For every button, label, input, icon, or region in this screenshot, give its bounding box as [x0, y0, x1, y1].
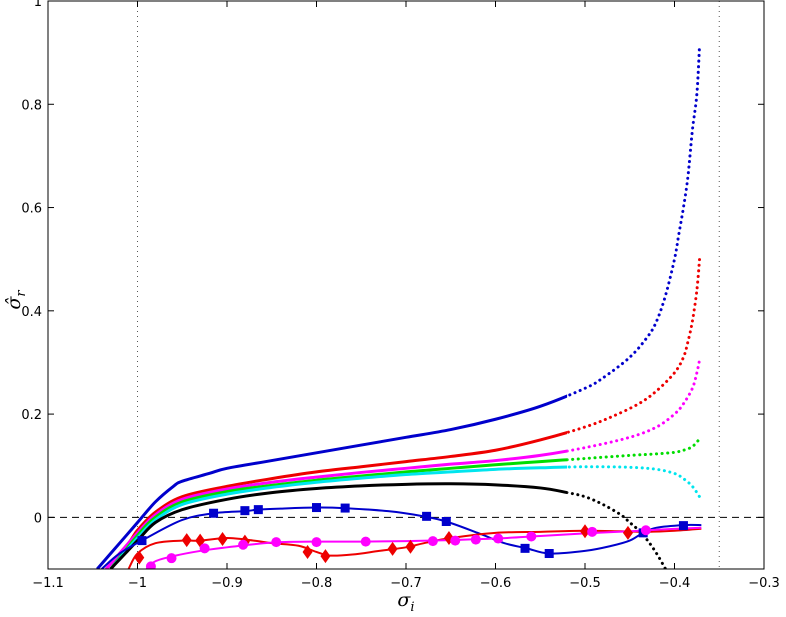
marker-square [253, 505, 263, 515]
y-tick-label: 1 [34, 0, 42, 10]
marker-diamond [622, 525, 633, 540]
x-axis-label: σi [397, 589, 414, 615]
series-5 [109, 482, 668, 569]
y-tick-label: 0.6 [21, 202, 42, 217]
x-tick-label: −0.6 [480, 576, 512, 591]
x-tick-label: −0.8 [301, 576, 333, 591]
marker-diamond [181, 533, 192, 548]
marker-square [520, 543, 530, 553]
x-tick-label: −0.3 [748, 576, 780, 591]
series-line-2 [105, 449, 568, 569]
marker-circle [640, 525, 651, 536]
marker-circle [587, 526, 598, 537]
marker-circle [450, 535, 461, 546]
series-1 [105, 257, 702, 569]
series-line-4 [109, 465, 568, 569]
marker-square [312, 503, 321, 513]
marker-square [441, 516, 451, 526]
marker-circle [470, 534, 481, 545]
marker-square [422, 511, 432, 521]
x-tick-label: −1 [128, 576, 147, 591]
marker-square [209, 508, 219, 518]
marker-circle [271, 537, 282, 548]
series-line-5 [109, 482, 568, 569]
series-2 [105, 358, 702, 569]
marker-diamond [580, 524, 590, 539]
series-3 [109, 437, 702, 569]
marker-square [137, 536, 147, 546]
y-tick-label: 0 [34, 511, 42, 526]
marker-diamond [302, 544, 313, 559]
marker-circle [493, 533, 504, 544]
series-line-1 [105, 430, 568, 569]
y-tick-label: 0.2 [21, 408, 42, 423]
marker-diamond [320, 549, 331, 564]
series-dotted-tail-5 [567, 491, 668, 569]
marker-circle [526, 531, 537, 542]
marker-circle [145, 561, 156, 569]
series-dotted-tail-2 [567, 358, 702, 453]
series-dotted-tail-1 [567, 257, 702, 435]
marker-circle [238, 539, 249, 550]
marker-circle [311, 537, 322, 548]
marker-diamond [405, 539, 416, 554]
y-tick-label: 0.8 [21, 98, 42, 113]
series-line-0 [96, 394, 568, 569]
marker-circle [427, 536, 438, 547]
marker-diamond [134, 550, 145, 565]
x-tick-label: −1.1 [32, 576, 64, 591]
marker-square [544, 549, 554, 559]
marker-square [340, 503, 350, 513]
series-line-3 [109, 458, 568, 569]
series-dotted-tail-3 [567, 437, 702, 462]
series-4 [109, 465, 702, 569]
marker-square [240, 506, 250, 516]
y-tick-label: 0.4 [21, 305, 42, 320]
marker-circle [199, 543, 210, 554]
marker-circle [166, 553, 177, 564]
marker-diamond [387, 541, 398, 556]
marker-circle [360, 536, 371, 547]
x-tick-label: −0.4 [659, 576, 691, 591]
marker-square [678, 521, 688, 531]
x-tick-label: −0.9 [211, 576, 243, 591]
x-tick-label: −0.7 [390, 576, 422, 591]
series-dotted-tail-4 [567, 465, 702, 499]
marker-diamond [217, 532, 228, 547]
x-tick-label: −0.5 [569, 576, 601, 591]
series-0 [96, 43, 702, 569]
